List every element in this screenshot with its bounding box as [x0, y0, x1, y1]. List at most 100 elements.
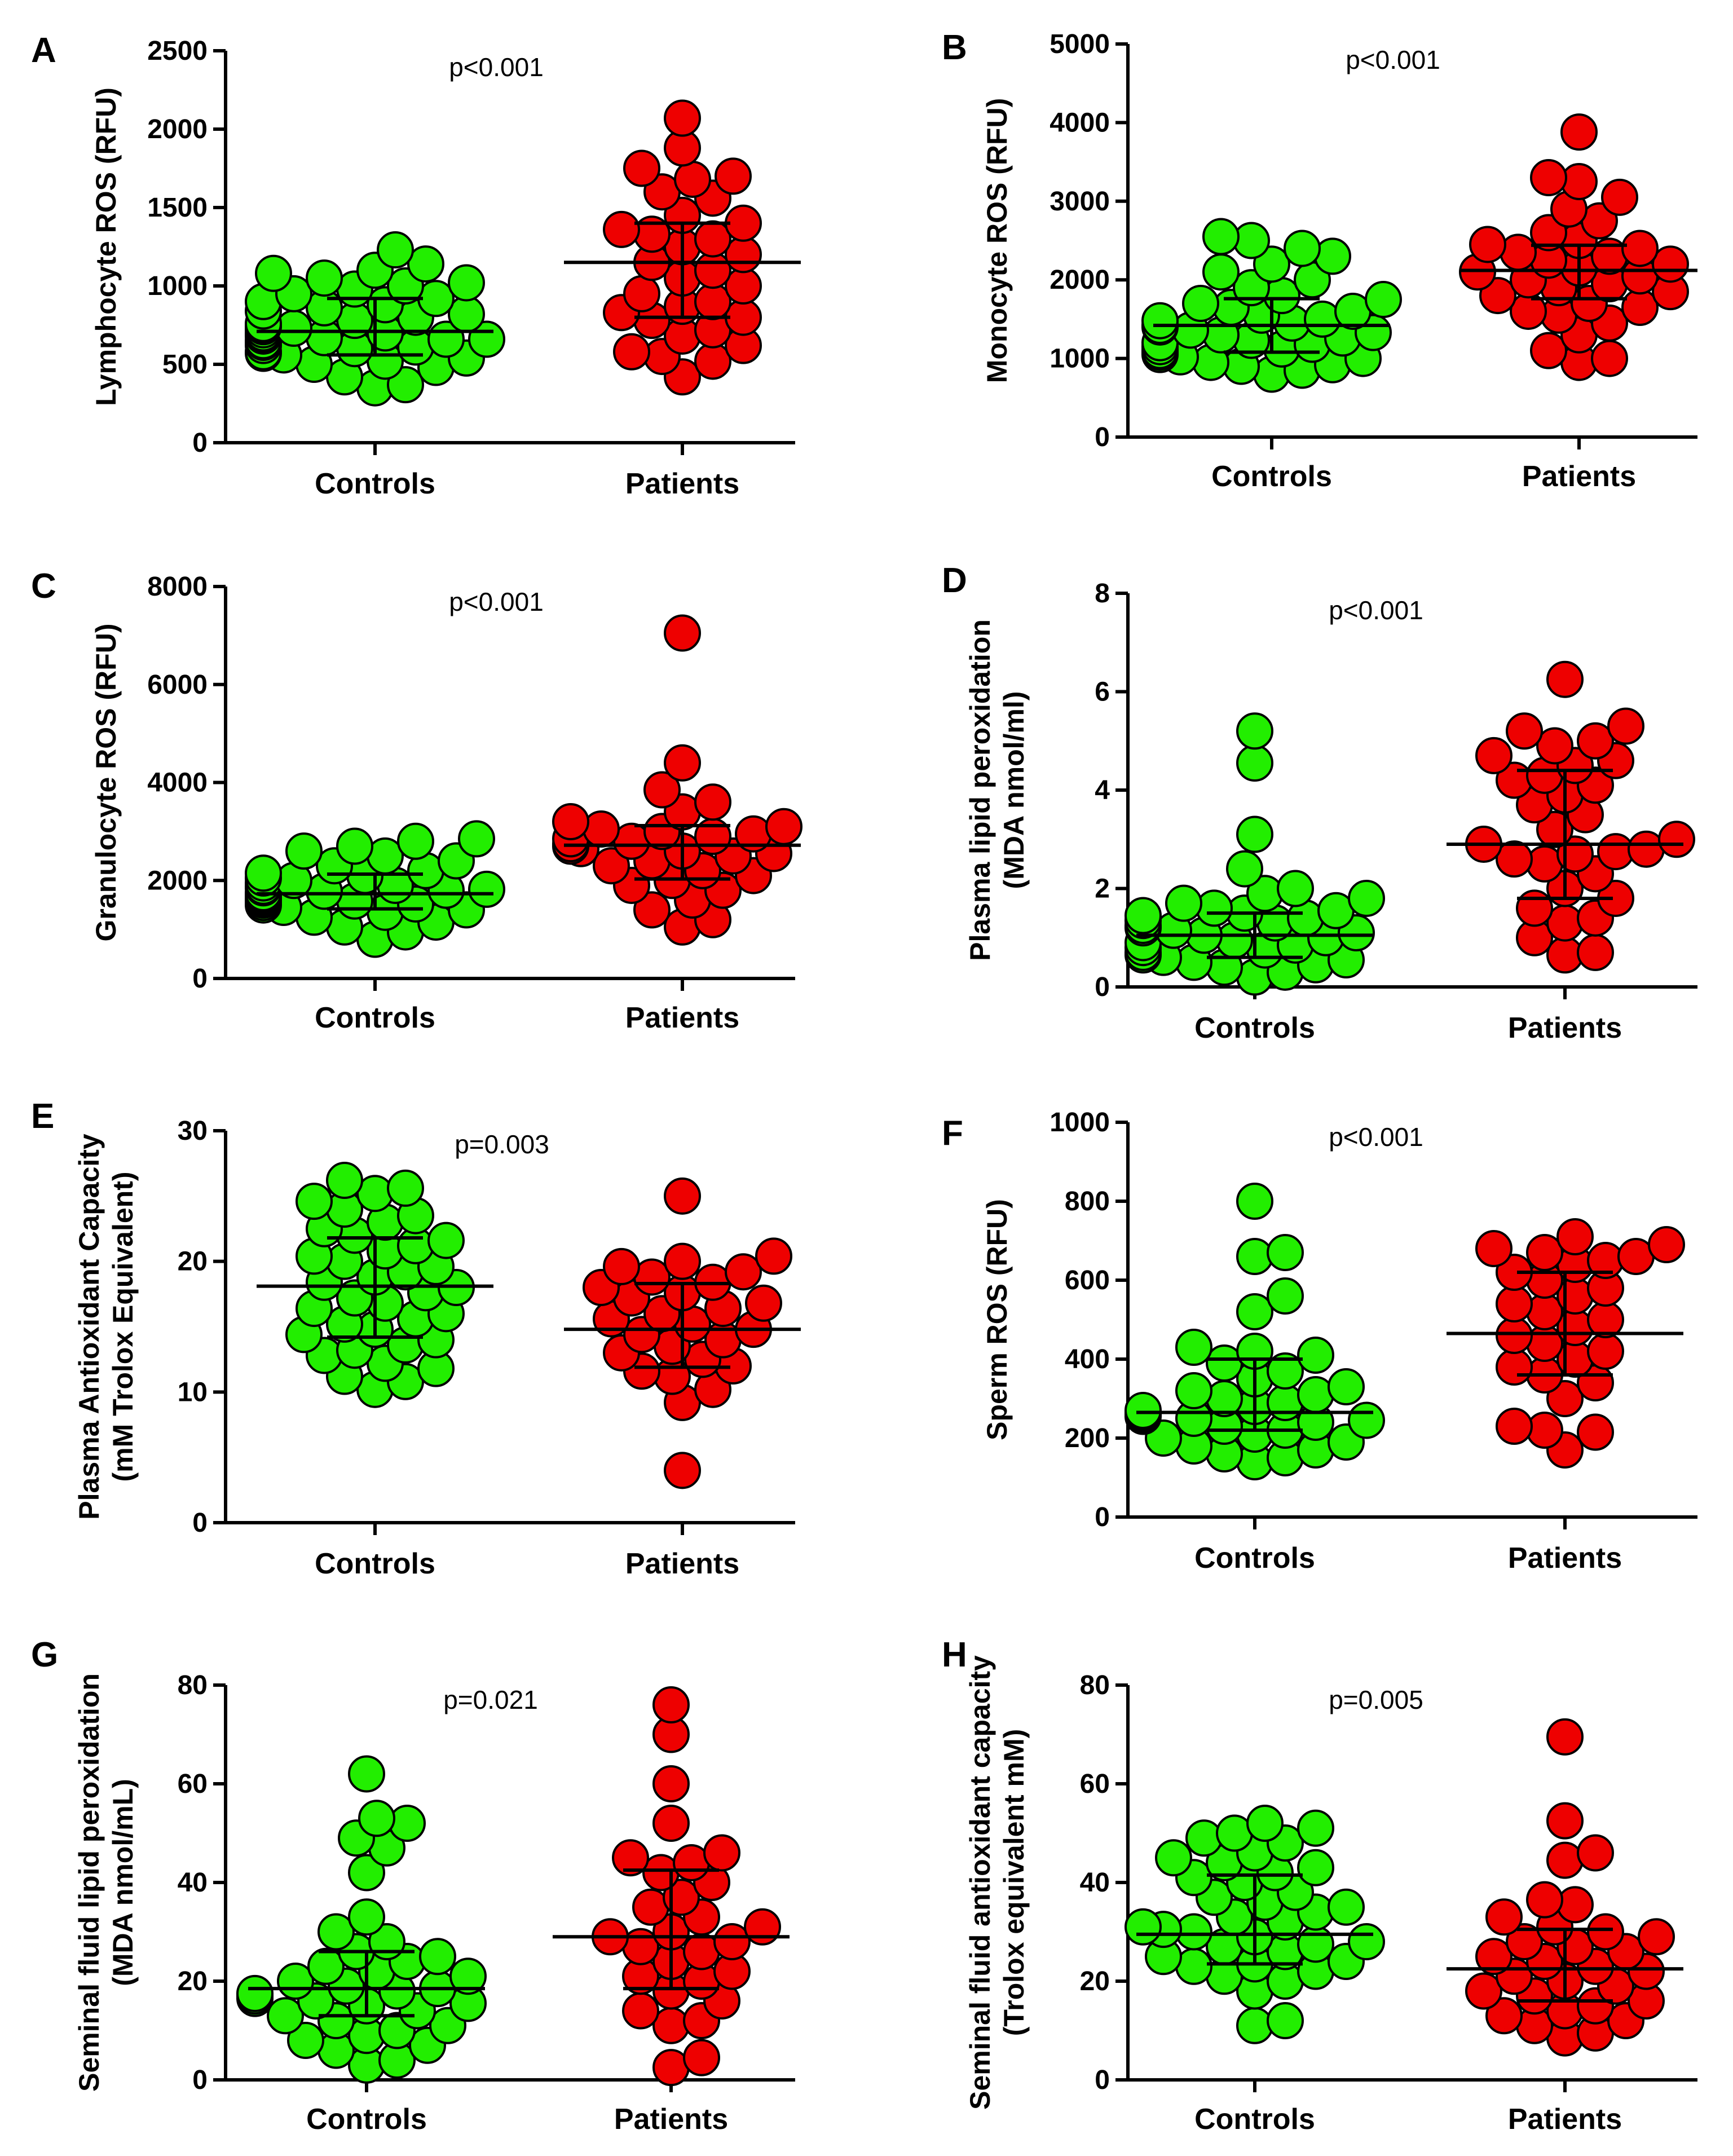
data-point-patients [1475, 737, 1512, 774]
data-point-controls [1125, 1392, 1162, 1429]
data-point-controls [1165, 884, 1202, 922]
data-point-controls [1155, 1839, 1192, 1877]
data-point-controls [287, 2022, 324, 2059]
data-point-patients [1496, 840, 1533, 878]
y-tick-label: 0 [1095, 1502, 1110, 1532]
y-tick-label: 1500 [147, 193, 208, 223]
data-point-patients [603, 210, 640, 248]
p-value-label: p=0.005 [1329, 1685, 1423, 1714]
data-point-controls [236, 1974, 274, 2012]
data-point-controls [326, 1162, 363, 1200]
data-point-patients [1652, 245, 1689, 283]
data-point-patients [1526, 1881, 1563, 1919]
y-tick-label: 0 [192, 964, 208, 994]
x-category-label: Controls [1194, 1542, 1315, 1575]
data-point-patients [1496, 1408, 1533, 1445]
data-point-controls [1267, 1384, 1304, 1421]
data-point-patients [1496, 1348, 1533, 1386]
data-point-controls [407, 245, 444, 283]
data-point-patients [612, 1839, 649, 1877]
y-axis-title: Monocyte ROS (RFU) [981, 98, 1013, 383]
y-tick-label: 4000 [147, 768, 208, 798]
data-point-controls [1314, 237, 1351, 275]
data-point-patients [593, 847, 630, 885]
y-tick-label: 0 [192, 2065, 208, 2095]
y-tick-label: 20 [1080, 1967, 1110, 1996]
data-point-controls [1267, 1277, 1304, 1315]
p-value-label: p<0.001 [449, 587, 544, 616]
data-point-controls [1236, 815, 1273, 853]
y-tick-label: 0 [192, 1508, 208, 1538]
data-point-patients [694, 220, 731, 258]
y-tick-label: 600 [1065, 1266, 1110, 1295]
data-point-patients [1587, 1333, 1624, 1370]
data-point-patients [744, 1908, 781, 1946]
data-point-controls [448, 264, 485, 302]
data-point-patients [1479, 277, 1516, 315]
data-point-patients [1546, 1380, 1584, 1417]
data-point-controls [419, 1938, 456, 1976]
p-value-label: p<0.001 [1329, 1122, 1423, 1152]
data-point-controls [1284, 230, 1321, 267]
data-point-patients [1648, 1226, 1685, 1263]
y-tick-label: 40 [1080, 1868, 1110, 1898]
data-point-controls [267, 1997, 304, 2035]
x-category-label: Patients [625, 468, 739, 500]
data-point-patients [1516, 889, 1553, 927]
data-point-patients [1465, 1972, 1502, 2010]
y-tick-label: 60 [178, 1769, 208, 1799]
data-point-controls [1297, 1849, 1334, 1886]
y-axis-title: (MDA nmol/ml) [998, 691, 1030, 889]
data-point-controls [1125, 1908, 1162, 1946]
data-point-controls [427, 1222, 465, 1259]
data-point-controls [1267, 2002, 1304, 2039]
panel-e: Ep=0.003 0 10 20 30 Plasma Antioxidant Capaci… [31, 1097, 801, 1580]
data-point-controls [348, 1854, 385, 1892]
data-point-patients [622, 1992, 659, 2030]
y-axis-title: Seminal fluid antioxidant capacity [964, 1655, 996, 2110]
data-point-patients [725, 204, 762, 242]
data-point-controls [1236, 1293, 1273, 1330]
panel-letter: C [31, 567, 56, 606]
data-point-patients [1485, 1997, 1523, 2035]
y-tick-label: 0 [1095, 2065, 1110, 2095]
y-tick-label: 5000 [1049, 29, 1110, 59]
data-point-controls [336, 827, 373, 865]
p-value-label: p=0.003 [455, 1130, 549, 1159]
p-value-label: p<0.001 [1346, 45, 1440, 74]
y-tick-label: 10 [178, 1377, 208, 1407]
data-point-controls [285, 832, 323, 870]
data-point-patients [1638, 1918, 1675, 1956]
panel-letter: A [31, 31, 56, 70]
data-point-controls [1267, 1352, 1304, 1390]
data-point-controls [307, 1947, 345, 1985]
x-category-label: Controls [315, 1002, 435, 1034]
data-point-controls [1348, 1401, 1385, 1439]
data-point-patients [1577, 1413, 1614, 1451]
data-point-patients [1500, 233, 1537, 271]
data-point-patients [674, 160, 711, 198]
data-point-patients [1469, 226, 1506, 263]
data-point-patients [623, 275, 660, 312]
data-point-controls [1202, 218, 1240, 255]
y-tick-label: 6000 [147, 670, 208, 700]
data-point-controls [1202, 253, 1240, 291]
data-point-patients [643, 771, 681, 809]
x-category-label: Patients [1508, 1542, 1622, 1575]
data-point-controls [397, 822, 434, 860]
data-point-patients [1577, 722, 1614, 760]
y-axis-title: (mM Trolox Equivalent) [107, 1171, 139, 1482]
y-tick-label: 20 [178, 1247, 208, 1277]
data-point-patients [633, 891, 671, 929]
data-point-patients [694, 783, 731, 821]
data-point-patients [623, 149, 660, 187]
data-point-patients [1530, 158, 1567, 196]
data-point-patients [664, 99, 701, 137]
data-point-patients [1560, 113, 1598, 151]
data-point-controls [1226, 850, 1263, 888]
y-tick-label: 2000 [147, 866, 208, 896]
panel-letter: B [942, 28, 967, 67]
y-tick-label: 3000 [1049, 187, 1110, 217]
data-point-patients [1530, 332, 1567, 369]
